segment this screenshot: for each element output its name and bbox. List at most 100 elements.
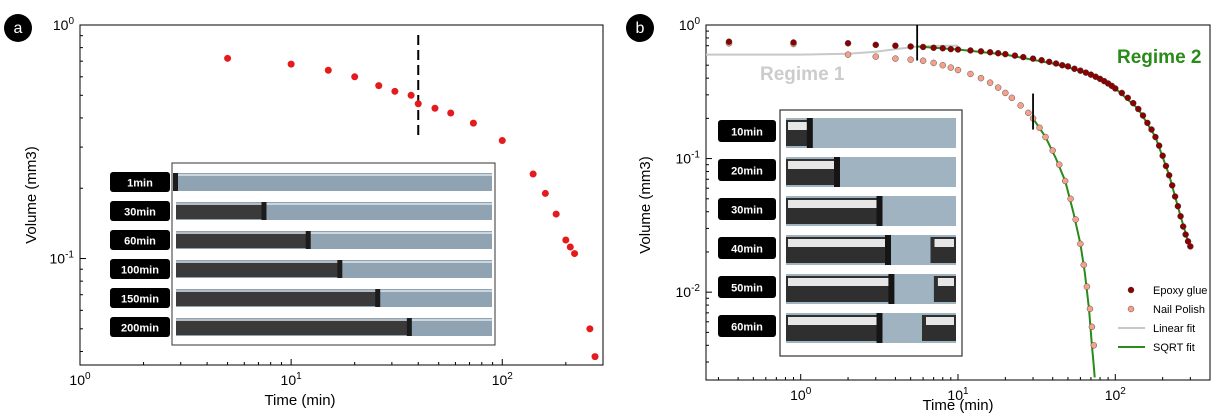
meniscus [173,173,178,191]
panel-b-xlabel: Time (min) [922,397,993,414]
time-label-box [110,230,170,250]
data-point [1118,89,1126,97]
panel-b-marks [706,24,1194,378]
tube-empty-segment [176,290,379,306]
data-point [1090,342,1097,349]
time-label-box [110,172,170,192]
data-point [1049,147,1056,154]
time-label: 1min [127,178,153,190]
data-point [790,39,797,46]
data-point [1135,105,1142,113]
data-point [967,70,974,78]
data-point [1036,124,1043,131]
x-tick-label: 100 [69,371,91,388]
data-point [994,84,1002,91]
data-point [1002,89,1009,97]
data-point [1002,50,1009,58]
time-label: 50min [731,283,763,295]
time-label: 20min [731,166,763,178]
data-point [977,48,985,55]
data-point [907,43,914,50]
tube-empty-segment [176,261,341,277]
data-point [1056,161,1063,168]
data-point [1064,63,1072,70]
meniscus [876,313,883,343]
x-tick-label: 101 [281,371,303,388]
x-tick-label: 102 [1105,386,1127,403]
data-point [919,57,927,64]
data-point [1130,99,1137,107]
data-point [872,41,879,49]
panel-b-badge [626,14,654,42]
time-label-box [718,315,776,337]
data-point [947,45,955,53]
legend-label: Epoxy glue [1153,285,1207,297]
panel-a-inset: 1min 30min 60min 100min 150min 200min [110,162,496,346]
time-label: 10min [731,127,763,139]
data-point [1171,193,1179,200]
meniscus [888,274,895,304]
y-tick-label: 10-1 [676,150,701,167]
inset-frame [171,162,496,346]
time-label-box [110,317,170,337]
data-point [1177,213,1184,220]
panel-b-yticks: 100 10-1 10-2 [676,16,712,363]
data-point [1148,126,1155,133]
y-tick-label: 10-1 [50,250,75,267]
data-point [954,66,962,74]
time-label-box [110,201,170,221]
legend-label: Linear fit [1153,323,1195,335]
data-point [1071,65,1078,73]
data-point [1144,119,1151,127]
data-point [967,47,974,54]
panel-a-label: a [14,20,23,37]
meniscus [406,318,412,336]
data-point [1165,172,1173,179]
data-point [1038,57,1045,64]
tube-glare [788,239,886,247]
time-label-box [110,288,170,308]
data-point [1155,142,1163,149]
data-point [892,55,899,62]
data-point [224,54,232,62]
panel-a-xticks: 100 101 102 [69,359,604,388]
time-label-box [718,198,776,220]
time-label: 30min [731,205,763,217]
time-label: 150min [121,294,159,306]
data-point [351,73,359,81]
data-point [566,243,574,251]
panel-a-axes [79,24,604,366]
panel-b-inset: 10min 20min 30min 40min 50min 60min [718,109,963,357]
data-point [1011,52,1019,59]
data-point [375,82,383,90]
meniscus [261,202,267,220]
regime-2-annotation: Regime 2 [1117,47,1201,68]
data-point [872,53,879,60]
data-point [1020,53,1027,61]
data-point [844,40,852,47]
panel-a-xlabel: Time (min) [264,392,335,409]
data-point [1045,58,1053,66]
data-point [1139,112,1147,119]
data-point [994,50,1002,57]
x-tick-label: 102 [492,371,514,388]
data-point [1162,162,1170,170]
meniscus [337,260,343,278]
y-tick-label: 10-2 [676,283,701,300]
legend-label: Nail Polish [1153,304,1205,316]
time-label: 60min [731,322,763,334]
data-point [1124,94,1131,102]
data-point [907,56,914,63]
tube-glare-right [937,278,954,286]
meniscus [806,118,813,148]
data-point [1182,231,1189,238]
tube-empty-segment [176,203,265,219]
y-tick-label: 100 [679,16,701,33]
time-label-box [718,237,776,259]
panel-a-yticks: 100 10-1 [50,16,86,352]
data-point [552,210,560,218]
tube-glare-right [934,239,954,247]
data-point [469,119,477,127]
data-point [1088,323,1096,331]
